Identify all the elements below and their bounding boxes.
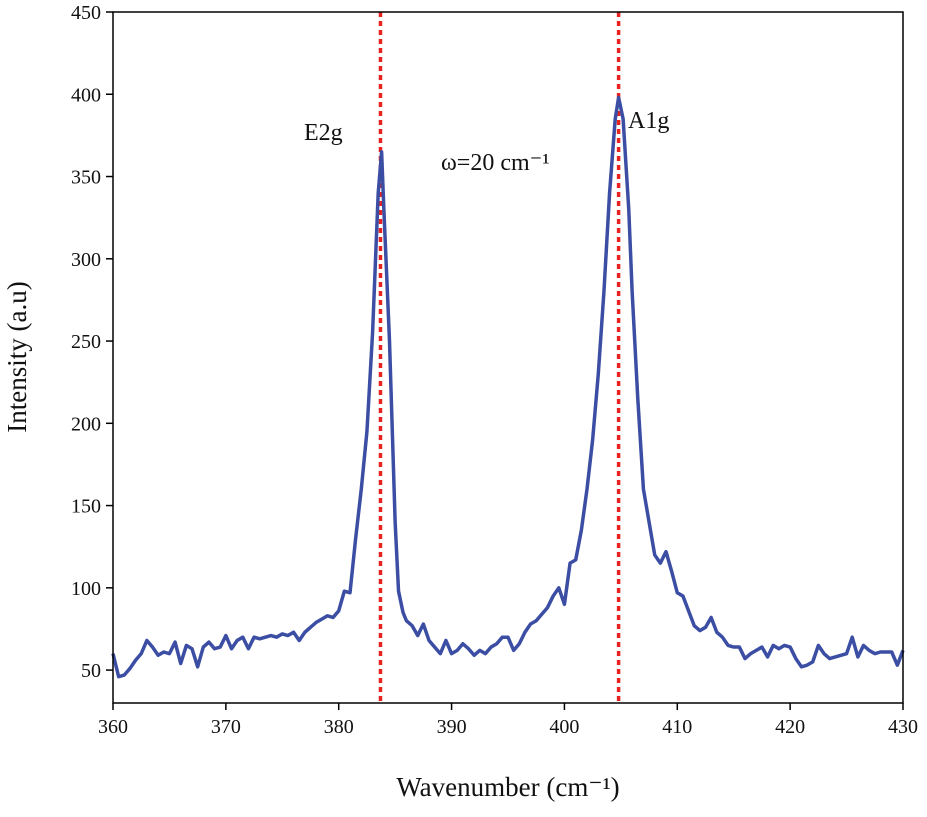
y-tick-label: 300 <box>71 249 101 271</box>
x-tick-label: 380 <box>324 716 354 738</box>
y-tick-label: 200 <box>71 413 101 435</box>
x-tick-label: 400 <box>549 716 579 738</box>
y-tick-label: 50 <box>81 660 101 682</box>
x-tick-label: 360 <box>98 716 128 738</box>
x-tick-label: 430 <box>888 716 918 738</box>
y-tick-label: 350 <box>71 167 101 189</box>
y-tick-label: 400 <box>71 84 101 106</box>
plot-frame <box>112 11 904 704</box>
x-tick-label: 420 <box>775 716 805 738</box>
annotation: ω=20 cm⁻¹ <box>441 150 550 176</box>
y-tick-label: 100 <box>71 578 101 600</box>
y-tick-label: 450 <box>71 2 101 24</box>
annotation: E2g <box>304 120 343 146</box>
x-tick-label: 370 <box>211 716 241 738</box>
y-axis-label: Intensity (a.u) <box>2 281 32 432</box>
x-tick-label: 390 <box>437 716 467 738</box>
annotation: A1g <box>628 108 669 134</box>
data-line <box>111 95 905 679</box>
y-tick-label: 250 <box>71 331 101 353</box>
x-axis-label: Wavenumber (cm⁻¹) <box>396 772 619 802</box>
x-tick-label: 410 <box>662 716 692 738</box>
y-tick-label: 150 <box>71 496 101 518</box>
